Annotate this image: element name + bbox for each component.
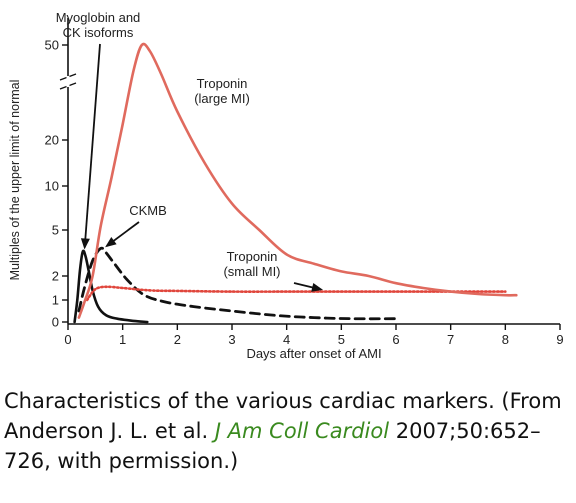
y-tick-label: 50: [45, 38, 59, 53]
x-tick-label: 1: [119, 332, 126, 347]
x-tick-label: 4: [283, 332, 290, 347]
annotation-troponin-large-label: Troponin (large MI): [194, 76, 250, 106]
cardiac-markers-chart: 0 1 2 5 10 20 50 0 1 2 3 4 5 6 7 8 9 Days after onset of …: [8, 10, 564, 361]
annotation-myoglobin-ck-arrow-head: [80, 238, 90, 250]
annotation-troponin-small-line-0: Troponin: [227, 249, 278, 264]
x-tick-label: 8: [502, 332, 509, 347]
series-ckmb-line: [77, 246, 398, 321]
annotation-myoglobin-ck-arrow-shaft: [83, 43, 101, 248]
x-tick-label: 5: [338, 332, 345, 347]
x-tick-label: 9: [556, 332, 563, 347]
figure-caption: Characteristics of the various cardiac m…: [4, 386, 572, 476]
caption-text: Characteristics of the various cardiac m…: [4, 389, 562, 443]
annotation-ckmb-arrow-head: [105, 237, 117, 248]
x-axis-label: Days after onset of AMI: [246, 346, 381, 361]
y-tick-label: 20: [45, 133, 59, 148]
x-tick-label: 7: [447, 332, 454, 347]
caption-journal: J Am Coll Cardiol: [214, 419, 390, 443]
annotation-troponin-small-arrow-head: [311, 283, 323, 292]
annotation-ckmb-label: CKMB: [129, 203, 167, 218]
x-tick-label: 6: [392, 332, 399, 347]
x-tick-label: 2: [174, 332, 181, 347]
annotation-myoglobin-ck-line-1: CK isoforms: [63, 25, 134, 40]
y-axis-label: Multiples of the upper limit of normal: [8, 80, 22, 281]
annotation-troponin-large-line-0: Troponin: [197, 76, 248, 91]
y-tick-label: 10: [45, 179, 59, 194]
y-tick-label: 1: [52, 293, 59, 308]
y-tick-label: 2: [52, 269, 59, 284]
x-tick-label: 0: [64, 332, 71, 347]
x-tick-label: 3: [228, 332, 235, 347]
series-troponin-small-line: [85, 285, 507, 302]
annotation-myoglobin-ck-label: Myoglobin and CK isoforms: [56, 10, 141, 40]
annotation-troponin-small-line-1: (small MI): [223, 264, 280, 279]
caption-citation: 2007;50:652–726, with permission.): [4, 419, 541, 473]
annotation-ckmb-line-0: CKMB: [129, 203, 167, 218]
annotation-troponin-small-label: Troponin (small MI): [223, 249, 280, 279]
annotation-myoglobin-ck-line-0: Myoglobin and: [56, 10, 141, 25]
y-tick-label: 5: [52, 223, 59, 238]
annotation-troponin-large-line-1: (large MI): [194, 91, 250, 106]
y-tick-label: 0: [52, 315, 59, 330]
series-troponin-large-line: [77, 42, 518, 319]
